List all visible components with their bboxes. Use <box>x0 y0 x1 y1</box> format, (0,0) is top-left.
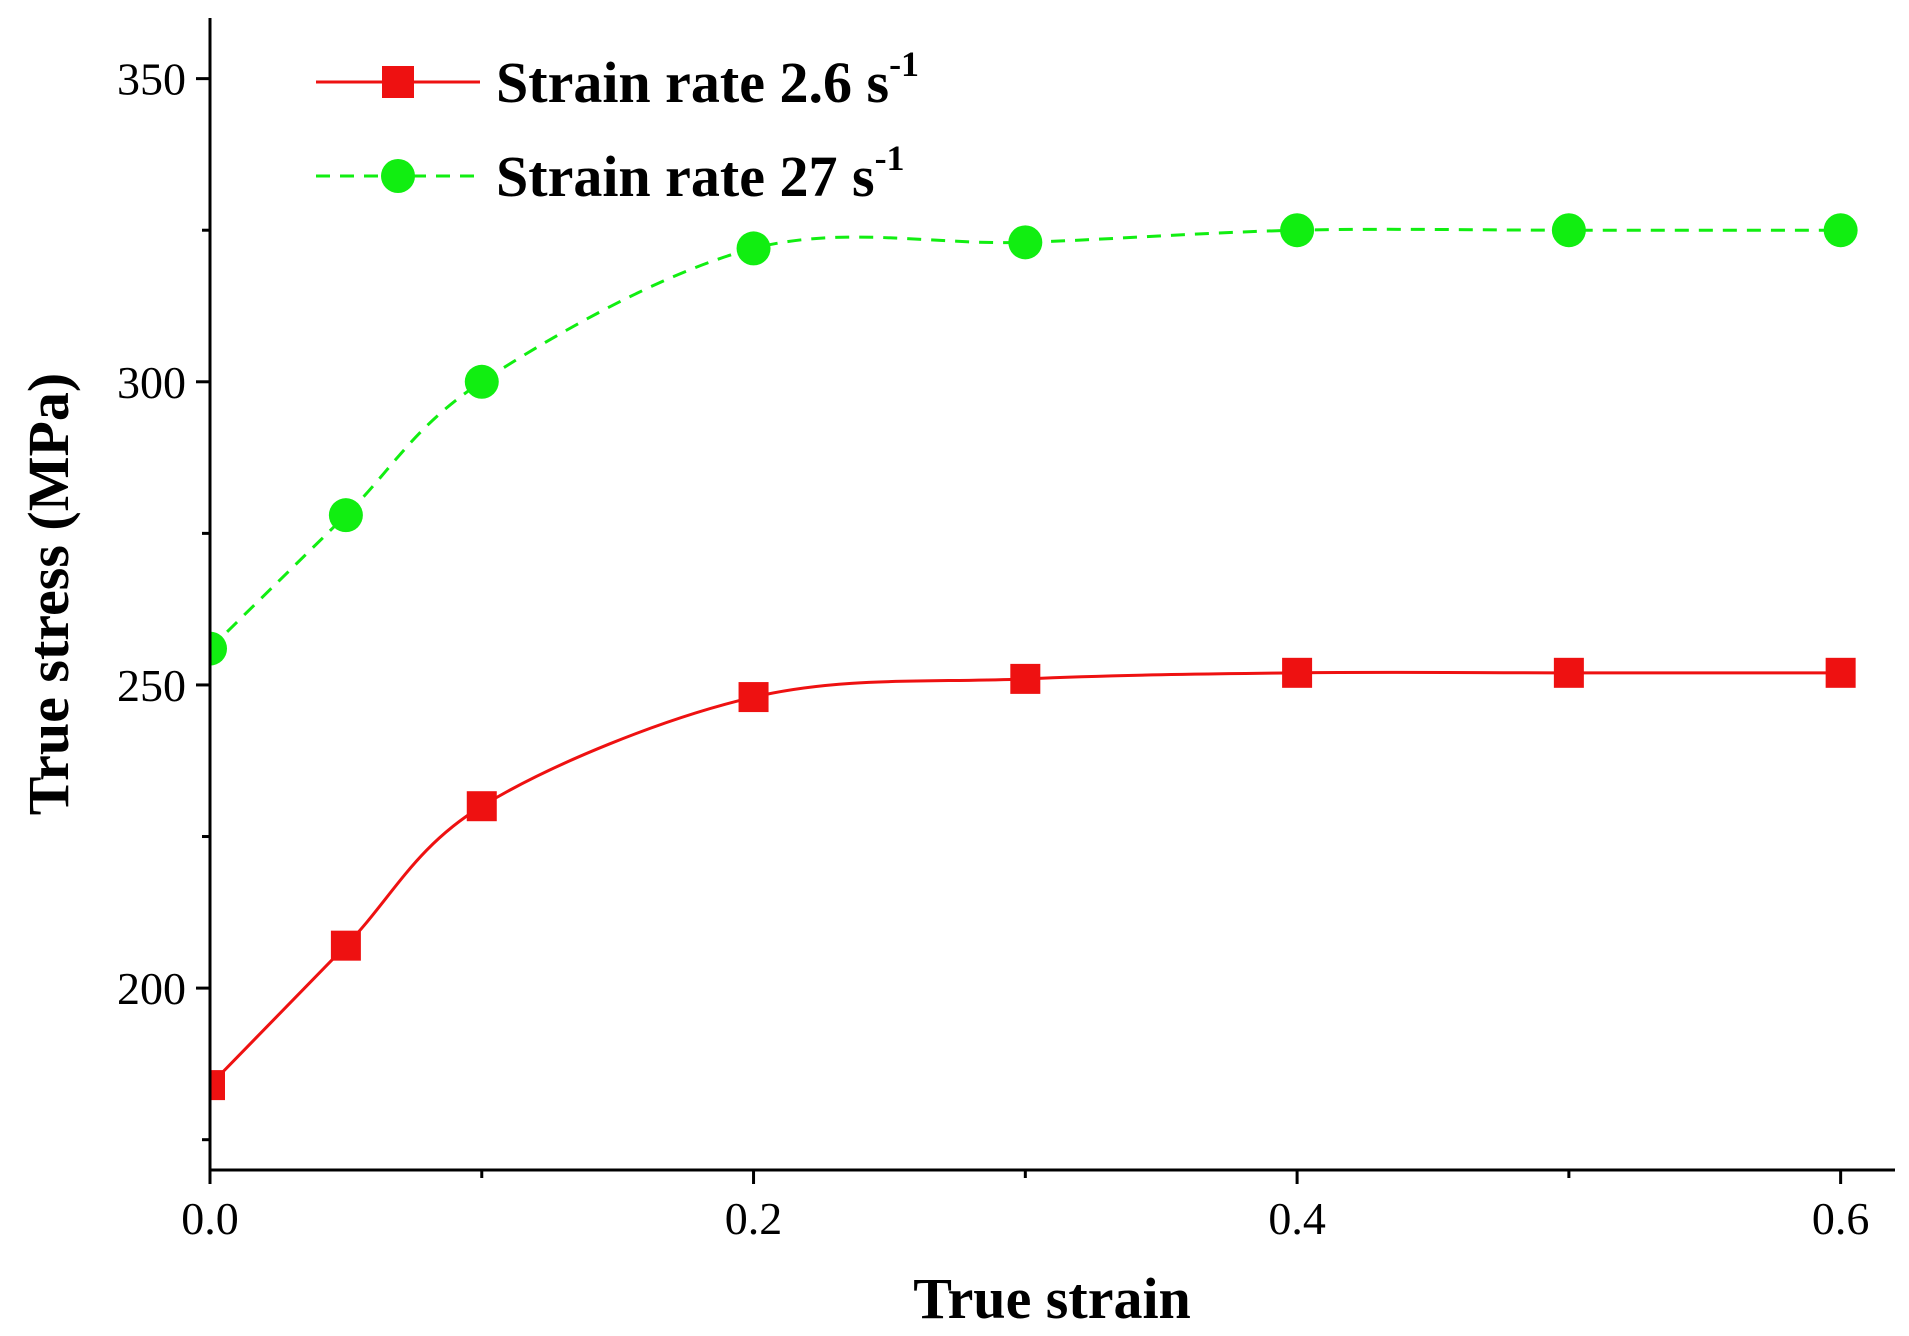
y-tick-label: 350 <box>117 54 186 105</box>
legend-label-2: Strain rate 27 s-1 <box>496 138 905 209</box>
data-point-series-2 <box>1008 225 1043 260</box>
x-tick-label: 0.2 <box>725 1193 783 1244</box>
series-markers <box>210 213 1858 1101</box>
series-lines <box>210 227 1841 1087</box>
legend-marker-1 <box>382 66 414 98</box>
legend-label-1: Strain rate 2.6 s-1 <box>496 44 919 115</box>
data-point-series-1 <box>1553 657 1584 688</box>
data-point-series-1 <box>1825 657 1856 688</box>
y-ticks: 200 250 300 350 <box>117 54 210 1142</box>
data-point-series-1 <box>466 791 497 822</box>
data-point-series-1 <box>1010 663 1041 694</box>
y-axis-title: True stress (MPa) <box>16 373 81 815</box>
x-tick-label: 0.6 <box>1812 1193 1870 1244</box>
series-line-2 <box>210 227 1841 650</box>
x-tick-label: 0.4 <box>1268 1193 1326 1244</box>
x-tick-label: 0.0 <box>181 1193 239 1244</box>
data-point-series-1 <box>738 682 769 713</box>
legend-marker-2 <box>381 159 415 193</box>
y-tick-label: 200 <box>117 963 186 1014</box>
legend-label-superscript: -1 <box>889 44 919 84</box>
legend: Strain rate 2.6 s-1 Strain rate 27 s-1 <box>316 44 919 209</box>
data-point-series-2 <box>1280 213 1315 248</box>
data-point-series-2 <box>736 231 771 266</box>
series-line-1 <box>210 670 1841 1087</box>
data-point-series-2 <box>210 631 227 666</box>
data-point-series-1 <box>210 1070 225 1101</box>
x-axis-title: True strain <box>913 1266 1191 1331</box>
data-point-series-2 <box>1823 213 1858 248</box>
legend-label-superscript: -1 <box>875 138 905 178</box>
data-point-series-2 <box>1551 213 1586 248</box>
data-point-series-2 <box>464 364 499 399</box>
data-point-series-1 <box>1282 657 1313 688</box>
data-point-series-2 <box>328 498 363 533</box>
y-tick-label: 300 <box>117 357 186 408</box>
x-ticks: 0.0 0.2 0.4 0.6 <box>181 1170 1869 1244</box>
data-point-series-1 <box>330 930 361 961</box>
y-tick-label: 250 <box>117 660 186 711</box>
